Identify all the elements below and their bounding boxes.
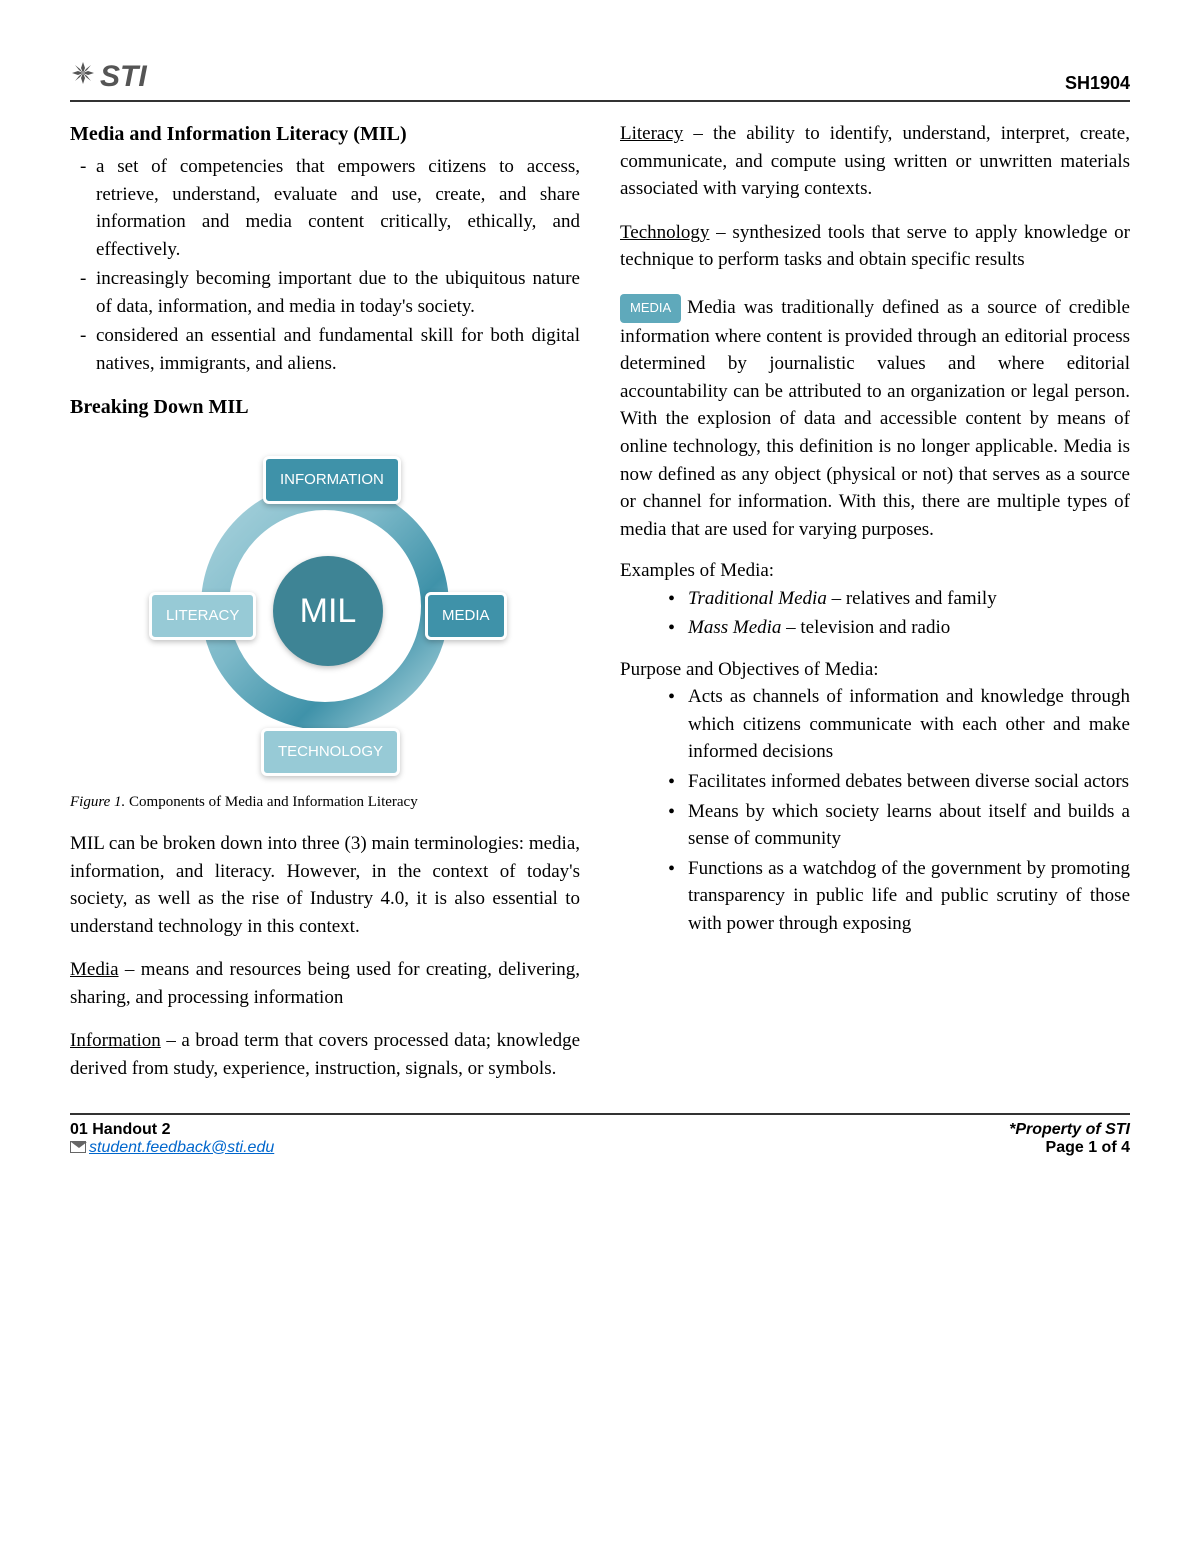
mail-icon [70,1141,86,1153]
left-column: Media and Information Literacy (MIL) a s… [70,120,580,1083]
list-item: a set of competencies that empowers citi… [84,153,580,263]
list-item: Mass Media – television and radio [668,614,1130,642]
examples-list: Traditional Media – relatives and family… [620,585,1130,642]
diagram-node-technology: TECHNOLOGY [261,728,400,776]
handout-label: 01 Handout 2 [70,1121,274,1139]
def-literacy: – the ability to identify, understand, i… [620,123,1130,199]
term-media: Media [70,959,119,980]
list-item: Facilitates informed debates between div… [668,768,1130,796]
term-literacy: Literacy [620,123,683,144]
figure-label: Figure 1. [70,794,125,810]
list-item: Acts as channels of information and know… [668,683,1130,766]
sti-logo-icon [70,60,96,94]
list-item: Functions as a watchdog of the governmen… [668,855,1130,938]
sti-logo: STI [70,60,147,94]
logo-text: STI [100,60,147,94]
technology-definition: Technology – synthesized tools that serv… [620,219,1130,274]
page-number: Page 1 of 4 [1009,1139,1130,1157]
property-label: *Property of STI [1009,1121,1130,1139]
figure-text: Components of Media and Information Lite… [125,794,417,810]
diagram-node-media: MEDIA [425,592,507,640]
media-badge: MEDIA [620,294,681,323]
diagram-node-literacy: LITERACY [149,592,256,640]
feedback-email-link[interactable]: student.feedback@sti.edu [89,1139,274,1156]
diagram-center: MIL [273,556,383,666]
media-definition: Media – means and resources being used f… [70,956,580,1011]
list-item: Traditional Media – relatives and family [668,585,1130,613]
term-information: Information [70,1030,161,1051]
example-rest: – relatives and family [827,588,997,609]
media-paragraph: MEDIAMedia was traditionally defined as … [620,294,1130,543]
example-rest: – television and radio [781,617,950,638]
page-header: STI SH1904 [70,60,1130,102]
list-item: Means by which society learns about itse… [668,798,1130,853]
figure-caption: Figure 1. Components of Media and Inform… [70,792,580,814]
literacy-definition: Literacy – the ability to identify, unde… [620,120,1130,203]
list-item: considered an essential and fundamental … [84,322,580,377]
feedback-line: student.feedback@sti.edu [70,1139,274,1157]
information-definition: Information – a broad term that covers p… [70,1027,580,1082]
right-column: Literacy – the ability to identify, unde… [620,120,1130,1083]
breaking-down-title: Breaking Down MIL [70,393,580,422]
media-para-text: Media was traditionally defined as a sou… [620,297,1130,540]
purpose-title: Purpose and Objectives of Media: [620,656,1130,684]
diagram-node-information: INFORMATION [263,456,401,504]
list-item: increasingly becoming important due to t… [84,265,580,320]
term-technology: Technology [620,222,709,243]
example-term: Traditional Media [688,588,827,609]
mil-title: Media and Information Literacy (MIL) [70,120,580,149]
purpose-list: Acts as channels of information and know… [620,683,1130,937]
mil-breakdown-para: MIL can be broken down into three (3) ma… [70,830,580,940]
example-term: Mass Media [688,617,781,638]
page-footer: 01 Handout 2 student.feedback@sti.edu *P… [70,1113,1130,1157]
def-media: – means and resources being used for cre… [70,959,580,1008]
document-code: SH1904 [1065,73,1130,94]
mil-diagram: MIL INFORMATION MEDIA TECHNOLOGY LITERAC… [70,436,580,786]
examples-title: Examples of Media: [620,557,1130,585]
mil-definition-list: a set of competencies that empowers citi… [70,153,580,377]
